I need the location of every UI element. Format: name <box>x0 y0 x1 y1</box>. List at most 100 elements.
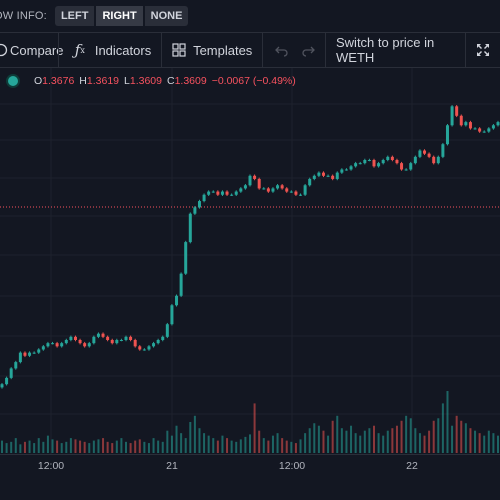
candle-body <box>83 343 87 347</box>
candle-body <box>487 128 491 132</box>
toolbar-divider <box>465 33 466 67</box>
candle-body <box>404 169 408 171</box>
volume-bar <box>239 439 242 453</box>
candle-body <box>78 340 82 344</box>
candle-body <box>303 185 307 195</box>
legend-close-value: 1.3609 <box>174 75 207 87</box>
candle-body <box>280 185 284 189</box>
volume-bar <box>290 441 293 453</box>
candle-body <box>386 156 390 160</box>
volume-bar <box>391 428 394 453</box>
candle-body <box>441 144 445 157</box>
redo-button[interactable] <box>295 33 325 67</box>
volume-bar <box>65 441 68 453</box>
candle-body <box>124 336 128 340</box>
x-tick-label: 21 <box>166 460 178 472</box>
candle-body <box>133 340 137 347</box>
volume-bar <box>317 425 320 453</box>
candle-body <box>294 191 298 195</box>
candle-body <box>253 175 257 179</box>
candle-body <box>115 340 119 344</box>
volume-bar <box>37 438 40 453</box>
volume-bar <box>469 428 472 453</box>
candle-body <box>41 346 45 350</box>
candle-body <box>0 384 4 388</box>
switch-price-label: Switch to price in WETH <box>336 35 435 65</box>
series-dot-icon[interactable] <box>8 76 18 86</box>
volume-bar <box>216 440 219 453</box>
volume-bar <box>189 422 192 453</box>
candle-body <box>188 213 192 243</box>
undo-button[interactable] <box>263 33 295 67</box>
volume-bar <box>33 443 36 453</box>
candle-body <box>308 178 312 186</box>
candle-body <box>450 106 454 126</box>
candle-body <box>340 169 344 173</box>
candle-body <box>193 207 197 214</box>
candle-body <box>367 160 371 161</box>
candle-body <box>106 336 110 340</box>
candle-body <box>73 336 77 340</box>
volume-bar <box>253 403 256 453</box>
candle-body <box>64 340 68 344</box>
volume-bar <box>184 438 187 453</box>
volume-bar <box>51 439 54 453</box>
candle-body <box>216 191 220 195</box>
volume-bar <box>249 434 251 453</box>
volume-bar <box>359 435 362 453</box>
candle-body <box>289 191 293 193</box>
volume-bar <box>134 440 137 453</box>
volume-bar <box>83 441 86 453</box>
candle-body <box>202 194 206 202</box>
volume-bar <box>478 433 481 453</box>
volume-bar <box>441 403 444 453</box>
compare-button[interactable]: Compare <box>0 33 63 67</box>
templates-icon <box>172 43 186 57</box>
volume-bar <box>446 391 449 453</box>
candle-body <box>69 336 73 340</box>
candle-body <box>179 273 183 296</box>
time-axis-background <box>0 454 500 500</box>
info-right-button[interactable]: RIGHT <box>96 6 143 26</box>
volume-bar <box>483 435 486 453</box>
volume-bar <box>19 444 22 453</box>
volume-bar <box>345 430 348 453</box>
volume-bar <box>175 425 178 453</box>
info-left-button[interactable]: LEFT <box>54 6 95 26</box>
switch-price-button[interactable]: Switch to price in WETH <box>326 33 465 67</box>
volume-bar <box>115 440 118 453</box>
candle-body <box>32 352 36 354</box>
candle-body <box>28 352 32 356</box>
volume-bar <box>143 441 146 453</box>
volume-bar <box>294 443 297 453</box>
candle-body <box>358 163 362 165</box>
volume-bar <box>207 435 210 453</box>
candle-body <box>175 295 179 306</box>
templates-button[interactable]: Templates <box>162 33 262 67</box>
candles <box>0 105 500 389</box>
volume-bar <box>170 435 173 453</box>
candle-body <box>51 343 55 345</box>
volume-bar <box>409 418 412 453</box>
volume-bar <box>405 415 408 453</box>
x-tick-label: 22 <box>406 460 418 472</box>
info-position-label: OW INFO: <box>0 10 47 22</box>
toolbar-divider <box>325 33 326 67</box>
volume-bar <box>368 428 371 453</box>
legend-high-key: H <box>79 75 87 87</box>
info-none-button[interactable]: NONE <box>144 6 189 26</box>
candle-body <box>409 163 413 170</box>
candle-body <box>165 324 169 337</box>
candle-body <box>491 125 495 129</box>
volume-bar <box>386 430 389 453</box>
fullscreen-button[interactable] <box>466 33 500 67</box>
candle-body <box>464 122 468 126</box>
candle-body <box>400 163 404 170</box>
candle-body <box>363 160 367 164</box>
candle-body <box>413 156 417 164</box>
candle-body <box>423 150 427 154</box>
undo-icon <box>275 43 289 57</box>
volume-bar <box>350 425 353 453</box>
